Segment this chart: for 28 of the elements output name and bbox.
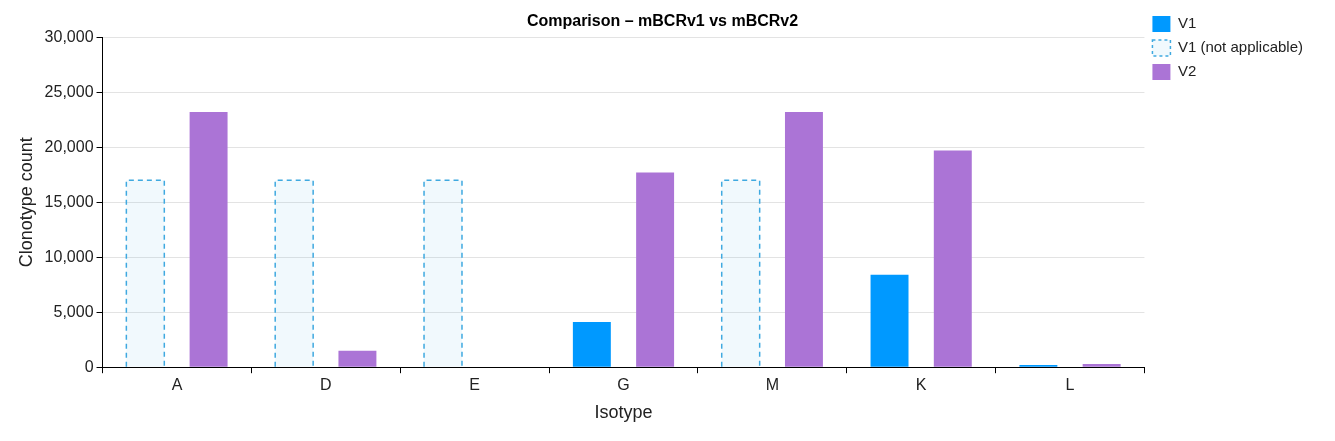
y-tick-label: 5,000 [53,302,94,320]
bar [189,112,228,367]
x-tick-label: E [469,376,480,394]
x-tick-label: M [765,376,779,394]
bar [870,274,909,367]
chart-title: Comparison – mBCRv1 vs mBCRv2 [526,12,799,30]
bar [784,112,823,367]
y-tick-label: 15,000 [44,192,94,210]
legend-label: V2 [1177,62,1197,80]
x-axis-title: Isotype [594,402,653,423]
x-tick-label: L [1065,376,1075,394]
bar [572,322,611,367]
bar [1082,363,1121,367]
y-tick-label: 20,000 [44,137,94,155]
bar [933,150,972,367]
bar [636,172,675,367]
y-tick-label: 10,000 [44,247,94,265]
x-tick-label: D [320,376,332,394]
legend-label: V1 [1177,14,1197,32]
legend-label: V1 (not applicable) [1177,38,1303,56]
y-tick-label: 30,000 [44,27,94,45]
x-tick-label: K [915,376,927,394]
y-axis-title: Clonotype count [15,137,36,268]
y-tick-label: 0 [84,357,94,375]
x-tick-label: G [617,376,630,394]
bar [338,350,377,367]
x-tick-label: A [171,376,183,394]
y-tick-label: 25,000 [44,82,94,100]
